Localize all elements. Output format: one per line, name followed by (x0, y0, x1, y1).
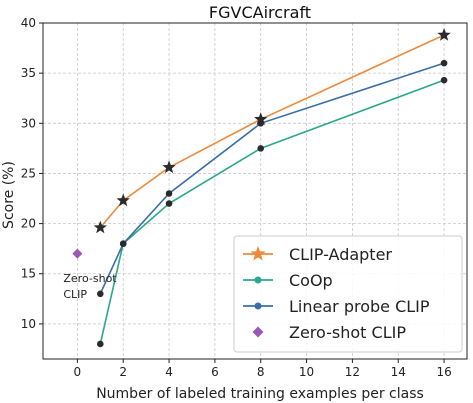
annotation-text: CLIP (63, 288, 87, 301)
axes: 0 2 4 6 8 10 12 14 16 10 15 20 25 30 35 40 (21, 16, 468, 379)
x-tick-label: 2 (119, 365, 127, 379)
legend-label: CoOp (289, 271, 333, 290)
y-tick-label: 20 (21, 217, 36, 231)
annotation-text: Zero-shot (63, 272, 117, 285)
y-tick-label: 35 (21, 66, 36, 80)
legend-label: Zero-shot CLIP (289, 323, 406, 342)
series-line (99, 34, 445, 229)
y-tick-label: 30 (21, 116, 36, 130)
legend-swatch-dot (254, 276, 262, 284)
data-point (257, 145, 265, 152)
series (72, 28, 451, 348)
data-point-star (437, 28, 451, 41)
y-tick-label: 15 (21, 267, 36, 281)
y-tick-label: 40 (21, 16, 36, 30)
data-point-star (93, 220, 107, 234)
legend-label: CLIP-Adapter (289, 245, 392, 264)
data-point (165, 200, 173, 207)
legend: CLIP-Adapter CoOp Linear probe CLIP Zero-sh… (233, 235, 463, 353)
y-tick-label: 25 (21, 166, 36, 180)
legend-box (233, 235, 463, 353)
chart-title: FGVCAircraft (209, 3, 311, 22)
x-tick-label: 16 (436, 365, 451, 379)
data-point-star (254, 112, 268, 125)
data-point-diamond (72, 248, 83, 259)
annotations: Zero-shot CLIP (63, 272, 117, 301)
legend-label: Linear probe CLIP (289, 297, 430, 316)
data-point (165, 190, 173, 197)
data-point (440, 76, 448, 84)
plot-frame (42, 22, 468, 360)
x-tick-label: 8 (257, 365, 265, 379)
y-axis-label: Score (%) (1, 161, 17, 229)
data-point (440, 59, 448, 67)
x-tick-label: 12 (345, 365, 360, 379)
data-point (119, 240, 127, 247)
data-point (96, 290, 104, 298)
legend-swatch-dot (254, 302, 262, 310)
x-axis-label: Number of labeled training examples per … (96, 386, 424, 402)
x-tick-label: 0 (74, 365, 82, 379)
x-tick-label: 14 (391, 365, 406, 379)
y-tick-label: 10 (21, 317, 36, 331)
legend-swatch-diamond (252, 326, 264, 338)
x-tick-label: 4 (165, 365, 173, 379)
data-point-star (162, 160, 176, 174)
data-point (96, 340, 104, 348)
data-point-star (116, 193, 130, 207)
x-tick-label: 6 (211, 365, 219, 379)
legend-swatch-star (250, 246, 266, 261)
x-tick-label: 10 (299, 365, 314, 379)
